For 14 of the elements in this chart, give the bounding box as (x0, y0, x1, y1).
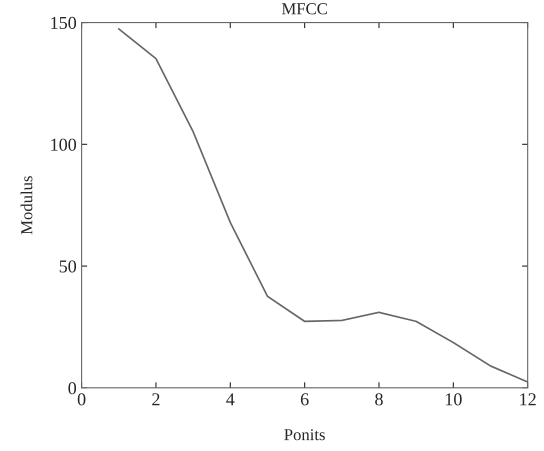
x-tick-label: 0 (78, 393, 86, 406)
x-tick-label: 10 (446, 393, 462, 406)
x-tick-label: 4 (226, 393, 235, 406)
chart-title: MFCC (282, 3, 327, 14)
y-axis-title: Modulus (20, 176, 32, 234)
y-tick-label: 50 (60, 260, 76, 273)
x-tick-label: 12 (520, 393, 536, 406)
y-tick-label: 0 (68, 382, 76, 394)
y-tick-label: 150 (51, 16, 76, 29)
x-tick-label: 2 (152, 393, 160, 406)
y-tick-label: 100 (51, 138, 76, 151)
x-tick-label: 6 (300, 393, 309, 406)
x-axis-title: Ponits (284, 429, 325, 440)
x-tick-label: 8 (375, 393, 383, 406)
